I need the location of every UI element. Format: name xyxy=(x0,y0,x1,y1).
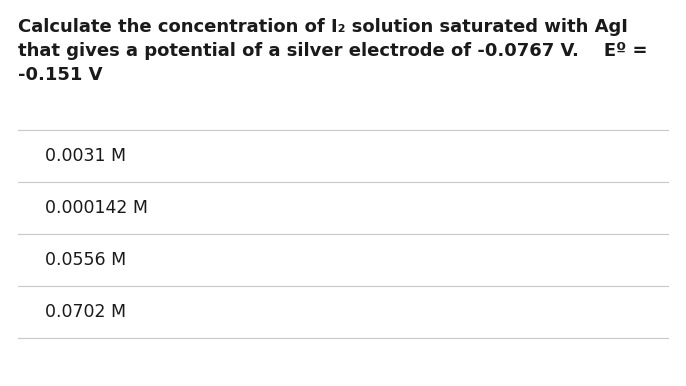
Text: Calculate the concentration of I₂ solution saturated with AgI: Calculate the concentration of I₂ soluti… xyxy=(18,18,628,36)
Text: that gives a potential of a silver electrode of -0.0767 V.    Eº =: that gives a potential of a silver elect… xyxy=(18,42,648,60)
Text: 0.000142 M: 0.000142 M xyxy=(45,199,148,217)
Text: -0.151 V: -0.151 V xyxy=(18,66,102,84)
Text: 0.0031 M: 0.0031 M xyxy=(45,147,126,165)
Text: 0.0556 M: 0.0556 M xyxy=(45,251,126,269)
Text: 0.0702 M: 0.0702 M xyxy=(45,303,126,321)
